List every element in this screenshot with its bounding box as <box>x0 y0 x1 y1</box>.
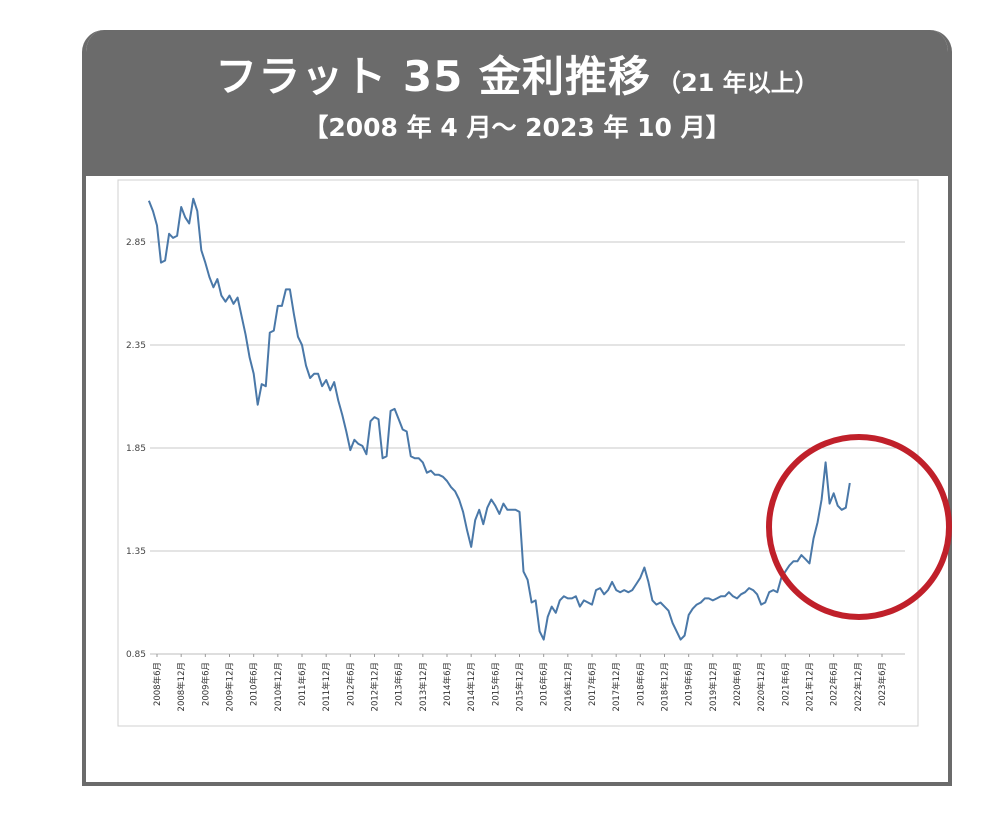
x-tick-label: 2017年12月 <box>611 662 622 711</box>
x-tick-label: 2016年12月 <box>563 662 574 711</box>
x-tick-label: 2015年6月 <box>490 662 501 706</box>
chart-period: 【2008 年 4 月～ 2023 年 10 月】 <box>303 113 731 142</box>
x-tick-label: 2022年12月 <box>853 662 864 711</box>
chart-title: フラット 35 金利推移 （21 年以上） <box>86 52 948 108</box>
x-tick-label: 2016年6月 <box>539 662 550 706</box>
chart-title-main: フラット 35 金利推移 <box>215 52 651 101</box>
x-tick-label: 2011年6月 <box>297 662 308 706</box>
x-tick-label: 2013年6月 <box>394 662 405 706</box>
x-tick-label: 2015年12月 <box>515 662 526 711</box>
x-tick-label: 2012年12月 <box>370 662 381 711</box>
x-tick-label: 2020年6月 <box>732 662 743 706</box>
y-tick-label: 1.35 <box>126 547 146 557</box>
x-tick-label: 2018年12月 <box>660 662 671 711</box>
y-tick-label: 0.85 <box>126 650 146 660</box>
y-tick-label: 2.85 <box>126 238 146 248</box>
highlight-circle <box>766 434 952 620</box>
x-tick-label: 2020年12月 <box>756 662 767 711</box>
x-tick-label: 2010年12月 <box>273 662 284 711</box>
x-tick-label: 2022年6月 <box>829 662 840 706</box>
x-tick-label: 2014年6月 <box>442 662 453 706</box>
x-tick-label: 2012年6月 <box>345 662 356 706</box>
plot-area <box>117 179 919 727</box>
x-tick-label: 2009年6月 <box>200 662 211 706</box>
x-tick-label: 2018年6月 <box>635 662 646 706</box>
y-tick-label: 1.85 <box>126 444 146 454</box>
x-tick-label: 2023年6月 <box>877 662 888 706</box>
x-tick-label: 2009年12月 <box>225 662 236 711</box>
x-tick-label: 2019年12月 <box>708 662 719 711</box>
x-tick-label: 2019年6月 <box>684 662 695 706</box>
x-tick-label: 2011年12月 <box>321 662 332 711</box>
x-tick-label: 2008年12月 <box>176 662 187 711</box>
x-tick-label: 2021年12月 <box>805 662 816 711</box>
x-tick-label: 2010年6月 <box>249 662 260 706</box>
chart-title-sub: （21 年以上） <box>656 69 819 97</box>
y-tick-label: 2.35 <box>126 341 146 351</box>
x-tick-label: 2017年6月 <box>587 662 598 706</box>
title-banner: フラット 35 金利推移 （21 年以上） 【2008 年 4 月～ 2023 年… <box>86 30 948 176</box>
x-tick-label: 2008年6月 <box>152 662 163 706</box>
x-tick-label: 2013年12月 <box>418 662 429 711</box>
x-tick-label: 2014年12月 <box>466 662 477 711</box>
x-tick-label: 2021年6月 <box>780 662 791 706</box>
series-line-0 <box>147 197 851 641</box>
